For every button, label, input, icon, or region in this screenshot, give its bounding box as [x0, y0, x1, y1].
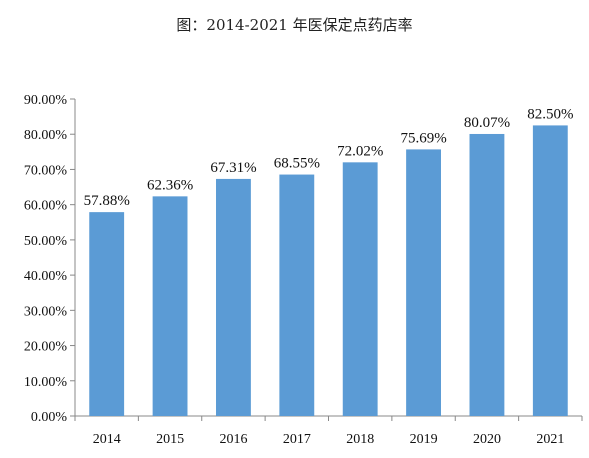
y-tick-label: 0.00%	[31, 410, 68, 425]
chart-title: 图：2014-2021 年医保定点药店率	[176, 16, 413, 34]
x-tick-label-2018: 2018	[346, 432, 374, 447]
y-tick-label: 50.00%	[24, 234, 68, 249]
x-tick-label-2020: 2020	[473, 432, 501, 447]
bar-2014	[89, 212, 125, 416]
bar-2017	[279, 174, 315, 416]
y-tick-label: 10.00%	[24, 375, 68, 390]
y-tick-label: 90.00%	[24, 93, 68, 108]
data-label-2015: 62.36%	[147, 177, 193, 193]
x-tick-label-2017: 2017	[283, 432, 311, 447]
bar-2019	[406, 149, 441, 416]
y-tick-label: 60.00%	[24, 199, 68, 214]
y-tick-label: 20.00%	[24, 340, 68, 355]
x-tick-label-2019: 2019	[410, 432, 438, 447]
y-tick-label: 30.00%	[24, 304, 68, 319]
data-label-2018: 72.02%	[337, 143, 383, 159]
x-tick-label-2015: 2015	[156, 432, 184, 447]
data-label-2021: 82.50%	[527, 106, 573, 122]
data-label-2020: 80.07%	[464, 115, 510, 131]
y-tick-label: 80.00%	[24, 128, 68, 143]
data-labels: 57.88% 62.36% 67.31% 68.55% 72.02% 75.69% 80.0…	[84, 106, 574, 209]
bar-2016	[216, 178, 251, 416]
data-label-2014: 57.88%	[84, 193, 130, 209]
bar-2018	[342, 162, 378, 416]
x-axis: 2014 2015 2016 2017 2018 2019 2020 2021	[74, 415, 583, 447]
x-tick-label-2021: 2021	[536, 432, 564, 447]
y-tick-label: 70.00%	[24, 163, 68, 178]
bars	[89, 125, 568, 417]
data-label-2016: 67.31%	[210, 160, 256, 176]
bar-2021	[532, 125, 568, 417]
data-label-2019: 75.69%	[400, 130, 446, 146]
bar-2020	[469, 133, 505, 417]
x-tick-label-2016: 2016	[219, 432, 247, 447]
bar-2015	[152, 196, 188, 416]
y-axis: 0.00% 10.00% 20.00% 30.00% 40.00% 50.00% 60.00…	[24, 93, 76, 425]
data-label-2017: 68.55%	[274, 156, 320, 172]
y-tick-label: 40.00%	[24, 269, 68, 284]
x-tick-label-2014: 2014	[93, 432, 121, 447]
